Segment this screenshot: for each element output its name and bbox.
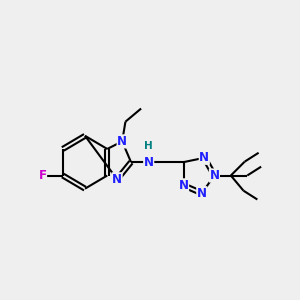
Text: N: N — [112, 173, 122, 186]
Text: N: N — [197, 187, 207, 200]
Text: N: N — [178, 179, 189, 192]
Text: N: N — [199, 151, 209, 164]
Text: H: H — [144, 141, 153, 152]
Text: F: F — [39, 169, 46, 182]
Text: N: N — [144, 156, 154, 169]
Text: N: N — [209, 169, 219, 182]
Text: N: N — [117, 135, 127, 148]
